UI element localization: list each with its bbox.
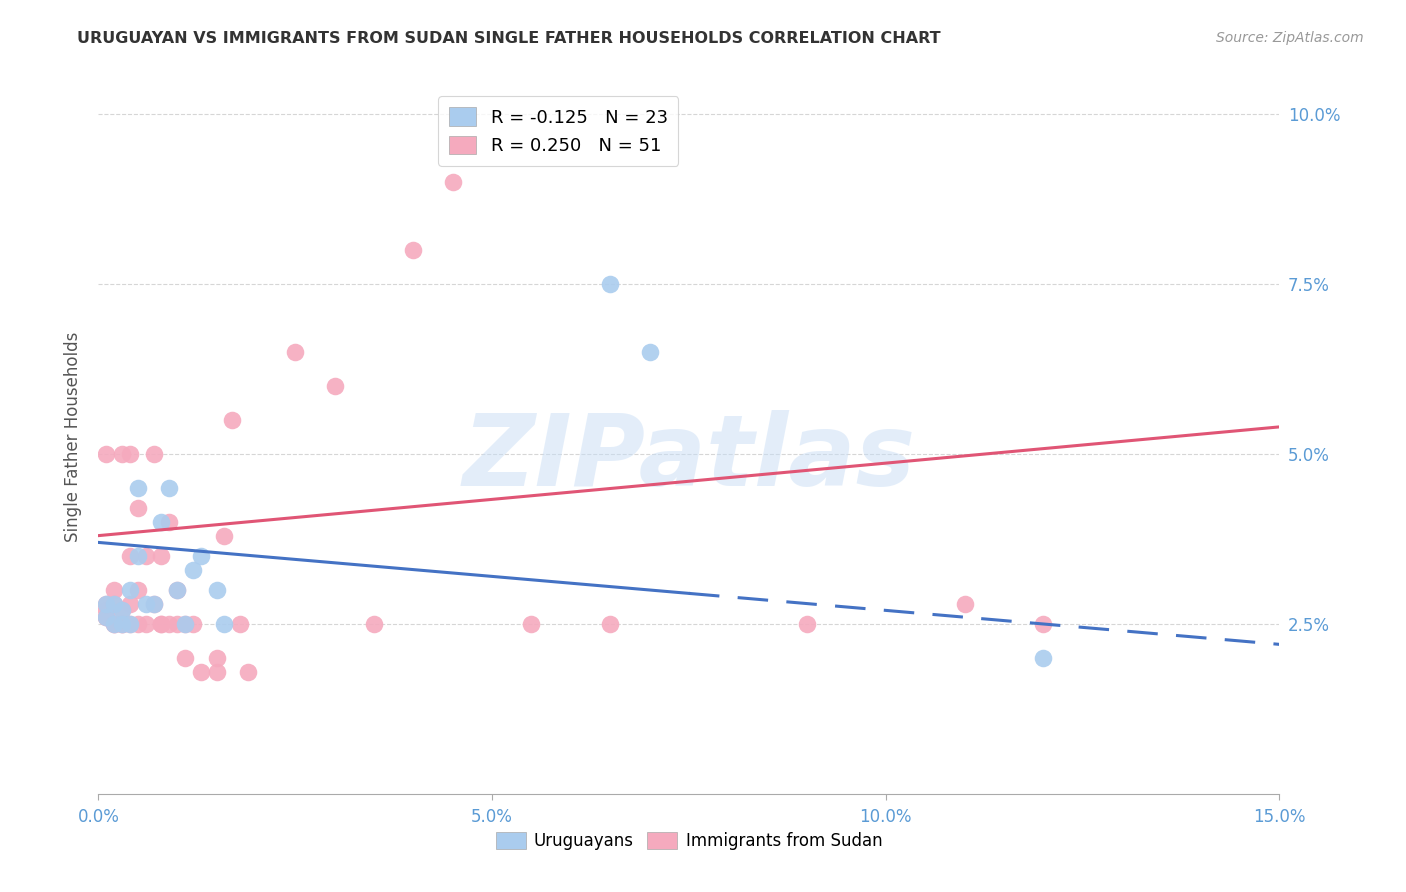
Point xyxy=(103,582,125,597)
Point xyxy=(142,447,165,461)
Point xyxy=(127,617,149,632)
Point xyxy=(181,563,204,577)
Point xyxy=(118,582,141,597)
Point xyxy=(214,617,236,632)
Point xyxy=(157,515,180,529)
Point xyxy=(142,597,165,611)
Point xyxy=(127,501,149,516)
Point xyxy=(166,582,188,597)
Point xyxy=(96,447,118,461)
Point xyxy=(214,528,236,542)
Point xyxy=(111,447,134,461)
Point xyxy=(96,610,118,624)
Point xyxy=(236,665,259,679)
Y-axis label: Single Father Households: Single Father Households xyxy=(65,332,83,542)
Point xyxy=(118,617,141,632)
Point xyxy=(166,582,188,597)
Point xyxy=(441,175,464,189)
Point xyxy=(96,597,118,611)
Point xyxy=(1032,651,1054,665)
Point xyxy=(402,243,425,257)
Point xyxy=(363,617,385,632)
Point xyxy=(166,617,188,632)
Point xyxy=(142,597,165,611)
Point xyxy=(103,617,125,632)
Text: URUGUAYAN VS IMMIGRANTS FROM SUDAN SINGLE FATHER HOUSEHOLDS CORRELATION CHART: URUGUAYAN VS IMMIGRANTS FROM SUDAN SINGL… xyxy=(77,31,941,46)
Point xyxy=(638,345,661,359)
Point xyxy=(1032,617,1054,632)
Point xyxy=(953,597,976,611)
Point xyxy=(103,597,125,611)
Point xyxy=(96,597,118,611)
Point xyxy=(323,379,346,393)
Point xyxy=(111,617,134,632)
Point xyxy=(174,617,197,632)
Point xyxy=(157,481,180,495)
Point xyxy=(205,582,228,597)
Point xyxy=(135,549,157,563)
Text: ZIPatlas: ZIPatlas xyxy=(463,410,915,507)
Point xyxy=(150,515,173,529)
Point xyxy=(599,277,621,292)
Point xyxy=(190,549,212,563)
Point xyxy=(103,617,125,632)
Point xyxy=(205,651,228,665)
Point xyxy=(96,610,118,624)
Point xyxy=(111,603,134,617)
Point xyxy=(127,549,149,563)
Point xyxy=(205,665,228,679)
Point xyxy=(118,597,141,611)
Point xyxy=(135,617,157,632)
Point xyxy=(157,617,180,632)
Point xyxy=(111,617,134,632)
Legend: Uruguayans, Immigrants from Sudan: Uruguayans, Immigrants from Sudan xyxy=(489,825,889,857)
Point xyxy=(181,617,204,632)
Point xyxy=(150,617,173,632)
Point xyxy=(221,413,243,427)
Point xyxy=(118,617,141,632)
Point xyxy=(190,665,212,679)
Point xyxy=(174,651,197,665)
Point xyxy=(96,610,118,624)
Point xyxy=(174,617,197,632)
Point xyxy=(103,617,125,632)
Point xyxy=(284,345,307,359)
Point xyxy=(127,582,149,597)
Point xyxy=(118,549,141,563)
Point xyxy=(111,617,134,632)
Point xyxy=(229,617,252,632)
Point xyxy=(135,597,157,611)
Point xyxy=(150,617,173,632)
Point xyxy=(599,617,621,632)
Point xyxy=(118,447,141,461)
Point xyxy=(796,617,818,632)
Text: Source: ZipAtlas.com: Source: ZipAtlas.com xyxy=(1216,31,1364,45)
Point xyxy=(103,597,125,611)
Point xyxy=(150,549,173,563)
Point xyxy=(96,603,118,617)
Point xyxy=(520,617,543,632)
Point xyxy=(111,603,134,617)
Point xyxy=(127,481,149,495)
